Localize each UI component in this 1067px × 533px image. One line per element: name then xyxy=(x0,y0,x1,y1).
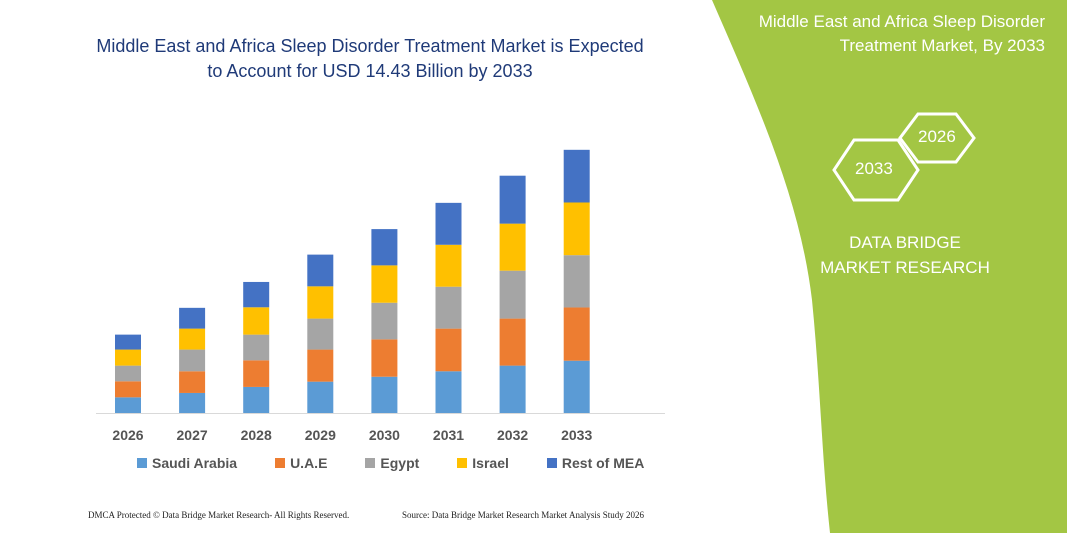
bar-rest-of-mea-2027 xyxy=(179,307,206,329)
x-tick-label: 2033 xyxy=(561,427,592,443)
bar-u-a-e-2027 xyxy=(179,371,206,393)
legend-item: Egypt xyxy=(365,455,419,471)
side-panel-title: Middle East and Africa Sleep Disorder Tr… xyxy=(758,12,1045,55)
bar-rest-of-mea-2032 xyxy=(499,175,526,224)
bar-egypt-2027 xyxy=(179,349,206,372)
bar-israel-2030 xyxy=(371,265,398,303)
bar-israel-2028 xyxy=(243,307,270,335)
bar-rest-of-mea-2028 xyxy=(243,281,270,308)
legend-label: Israel xyxy=(472,455,509,471)
legend-swatch xyxy=(457,458,468,468)
legend-item: Rest of MEA xyxy=(546,455,645,471)
footer-copyright: DMCA Protected © Data Bridge Market Rese… xyxy=(88,510,350,520)
legend-label: Rest of MEA xyxy=(561,455,645,471)
bar-egypt-2032 xyxy=(499,270,526,319)
chart-title: Middle East and Africa Sleep Disorder Tr… xyxy=(96,36,644,81)
bar-saudi-arabia-2031 xyxy=(435,371,462,413)
bar-egypt-2029 xyxy=(307,318,334,350)
bar-egypt-2028 xyxy=(243,334,270,361)
hexagon-2033 xyxy=(832,138,920,202)
bar-saudi-arabia-2029 xyxy=(307,381,334,413)
bar-israel-2027 xyxy=(179,328,206,350)
legend-label: U.A.E xyxy=(290,455,328,471)
bar-rest-of-mea-2029 xyxy=(307,254,334,287)
hex-label-2033: 2033 xyxy=(855,159,893,178)
legend-swatch xyxy=(275,458,286,468)
x-tick-label: 2029 xyxy=(305,427,336,443)
legend: Saudi Arabia U.A.E Egypt Israel Rest of … xyxy=(137,455,682,471)
bar-saudi-arabia-2028 xyxy=(243,386,270,413)
x-tick-label: 2028 xyxy=(241,427,272,443)
bar-israel-2026 xyxy=(115,349,141,366)
stacked-bar-chart: 2026 2027 2028 2029 2030 2031 2032 2033 xyxy=(96,149,665,443)
x-tick-label: 2030 xyxy=(369,427,400,443)
bar-saudi-arabia-2033 xyxy=(563,360,590,413)
bar-u-a-e-2033 xyxy=(563,307,590,361)
bar-egypt-2033 xyxy=(563,255,590,308)
bar-israel-2029 xyxy=(307,286,334,319)
bar-u-a-e-2032 xyxy=(499,318,526,366)
bar-egypt-2026 xyxy=(115,365,141,382)
bar-rest-of-mea-2033 xyxy=(563,149,590,203)
legend-label: Egypt xyxy=(380,455,420,471)
bar-egypt-2030 xyxy=(371,302,398,340)
hexagon-2026 xyxy=(898,112,976,164)
legend-swatch xyxy=(546,458,557,468)
brand-text: DATA BRIDGE MARKET RESEARCH xyxy=(820,233,990,277)
bar-israel-2032 xyxy=(499,223,526,271)
x-tick-label: 2027 xyxy=(177,427,208,443)
hex-label-2026: 2026 xyxy=(918,127,956,146)
bar-saudi-arabia-2030 xyxy=(371,376,398,413)
bar-saudi-arabia-2027 xyxy=(179,392,206,413)
bar-u-a-e-2029 xyxy=(307,349,334,382)
legend-item: Saudi Arabia xyxy=(137,455,237,471)
bar-u-a-e-2030 xyxy=(371,339,398,377)
green-side-panel xyxy=(712,0,1067,533)
bar-rest-of-mea-2030 xyxy=(371,229,398,266)
legend-item: Israel xyxy=(457,455,509,471)
x-tick-label: 2026 xyxy=(112,427,143,443)
legend-swatch xyxy=(365,458,376,468)
bar-saudi-arabia-2026 xyxy=(115,397,141,413)
bar-u-a-e-2031 xyxy=(435,328,462,372)
bar-rest-of-mea-2026 xyxy=(115,334,141,350)
bar-u-a-e-2028 xyxy=(243,360,270,387)
x-tick-label: 2031 xyxy=(433,427,464,443)
legend-item: U.A.E xyxy=(275,455,327,471)
bar-israel-2033 xyxy=(563,202,590,256)
legend-label: Saudi Arabia xyxy=(152,455,238,471)
bar-saudi-arabia-2032 xyxy=(499,365,526,413)
footer-source: Source: Data Bridge Market Research Mark… xyxy=(402,510,644,520)
bar-egypt-2031 xyxy=(435,286,462,329)
x-tick-label: 2032 xyxy=(497,427,528,443)
bar-israel-2031 xyxy=(435,244,462,287)
bar-rest-of-mea-2031 xyxy=(435,202,462,245)
legend-swatch xyxy=(137,458,147,468)
bar-u-a-e-2026 xyxy=(115,381,141,398)
